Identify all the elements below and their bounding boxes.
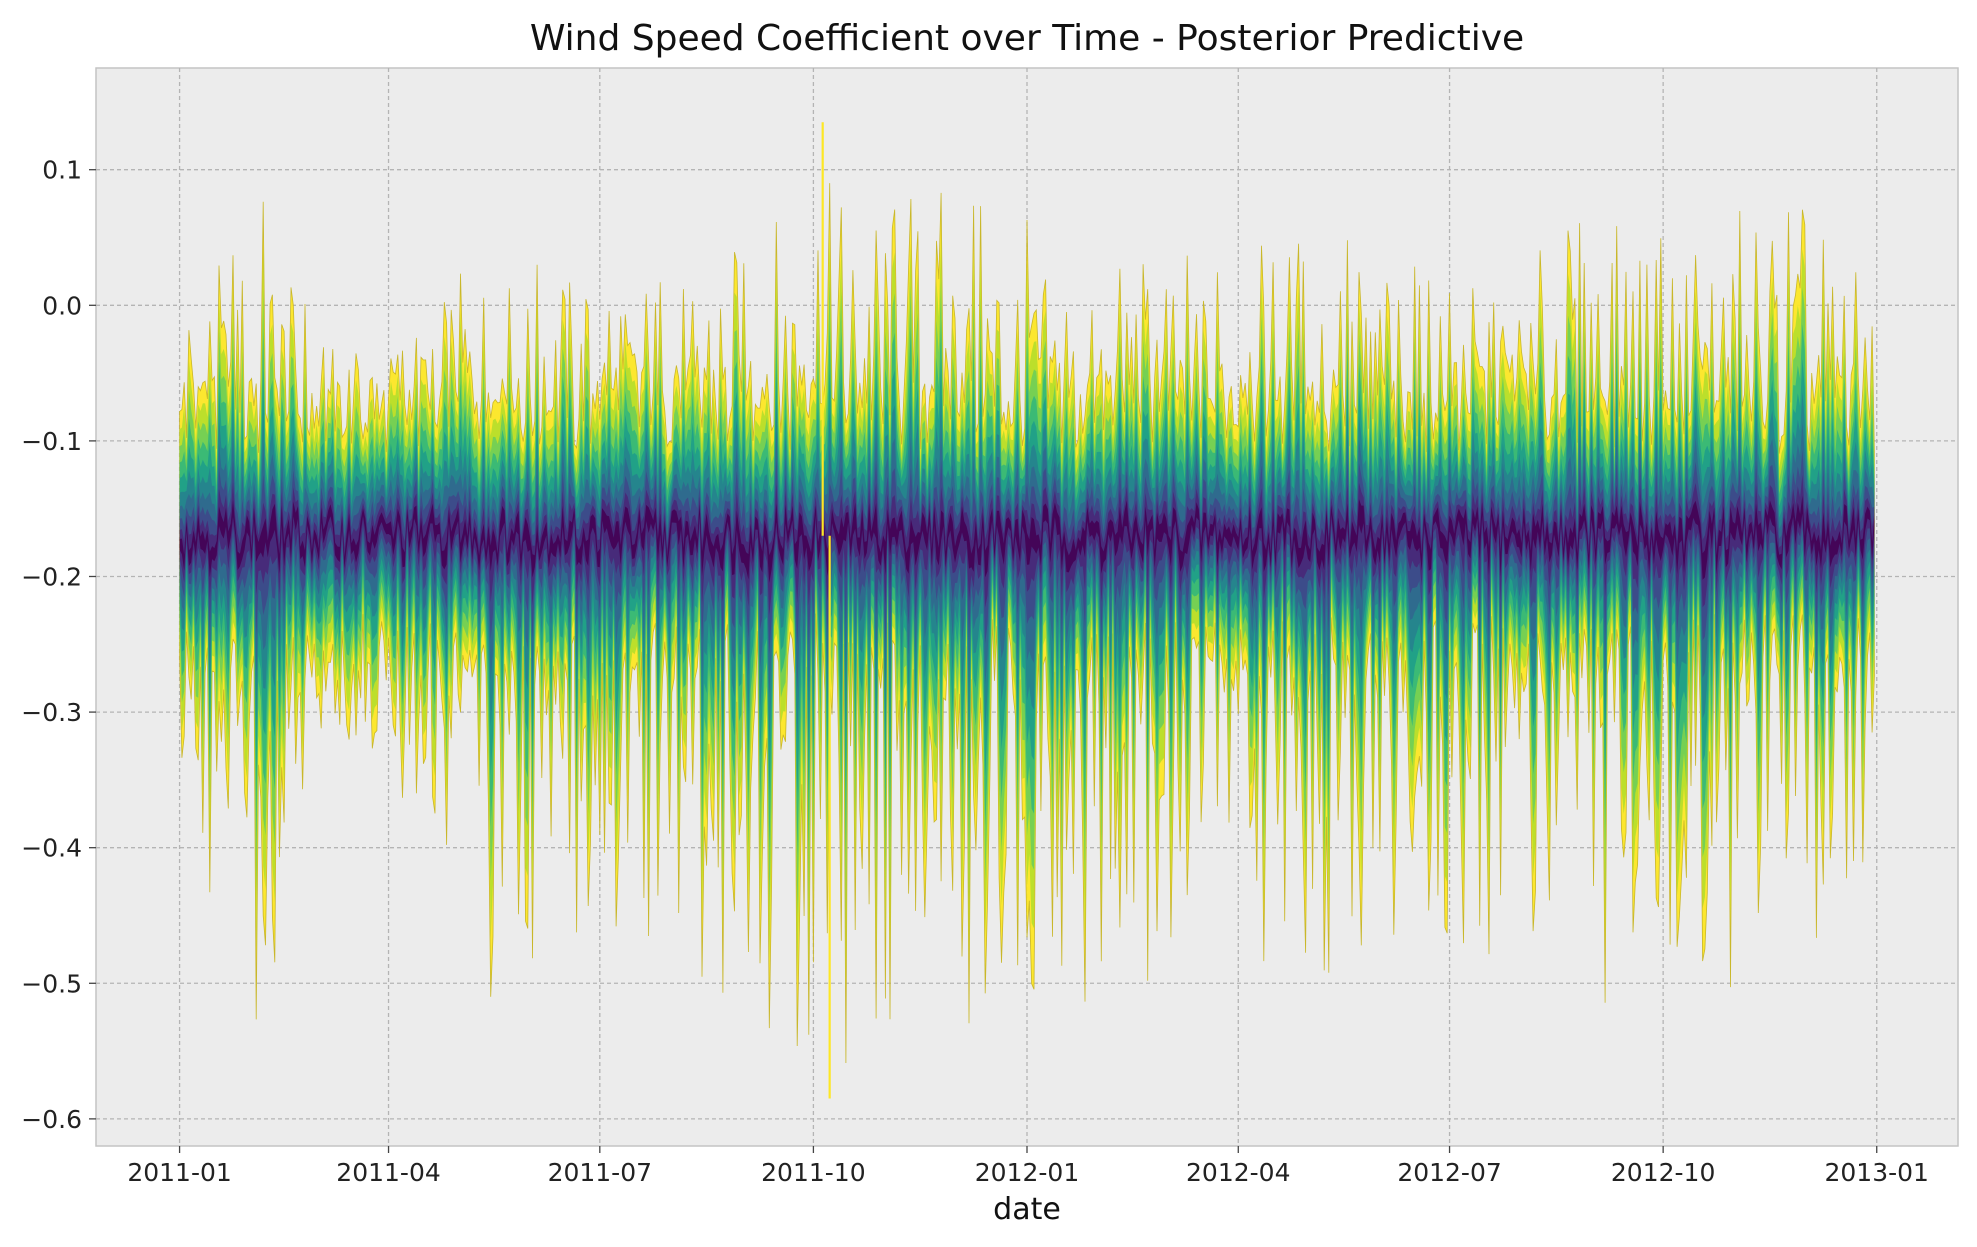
y-tick-label: −0.3 (21, 698, 82, 727)
x-tick-label: 2012-10 (1611, 1158, 1715, 1187)
y-tick-label: −0.5 (21, 969, 82, 998)
x-axis-title: date (993, 1192, 1061, 1227)
y-tick-label: −0.2 (21, 562, 82, 591)
y-tick-label: 0.0 (42, 291, 82, 320)
y-tick-label: 0.1 (42, 156, 82, 185)
y-tick-label: −0.1 (21, 427, 82, 456)
x-tick-label: 2012-01 (975, 1158, 1079, 1187)
x-tick-label: 2011-01 (127, 1158, 231, 1187)
chart-title: Wind Speed Coefficient over Time - Poste… (530, 18, 1524, 59)
posterior-band-10 (179, 495, 1875, 583)
x-tick-label: 2011-10 (761, 1158, 865, 1187)
x-tick-label: 2013-01 (1825, 1158, 1929, 1187)
x-tick-label: 2011-07 (548, 1158, 652, 1187)
x-tick-label: 2012-04 (1186, 1158, 1290, 1187)
axes: 2011-01 2011-04 2011-07 2011-10 2012-01 2012-… (21, 156, 1929, 1187)
x-tick-label: 2012-07 (1397, 1158, 1501, 1187)
posterior-bands (179, 122, 1875, 1099)
y-tick-label: −0.4 (21, 834, 82, 863)
x-tick-label: 2011-04 (336, 1158, 440, 1187)
y-tick-label: −0.6 (21, 1105, 82, 1134)
